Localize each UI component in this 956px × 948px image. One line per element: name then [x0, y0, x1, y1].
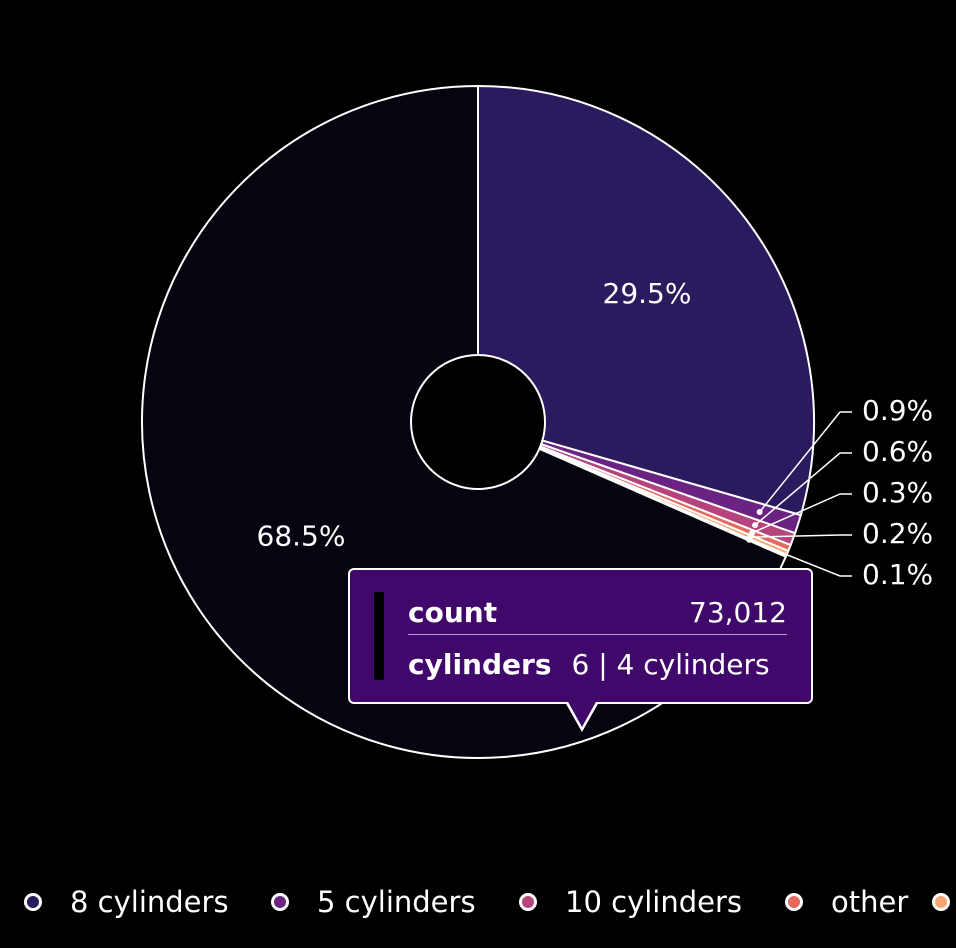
- leader-dot-5: [746, 536, 753, 543]
- slice-label-6: 68.5%: [257, 520, 346, 553]
- legend-label: other: [831, 885, 909, 919]
- legend-item-0[interactable]: 8 cylinders: [24, 878, 229, 926]
- legend-label: 10 cylinders: [565, 885, 743, 919]
- legend-swatch-icon: [24, 893, 42, 911]
- slice-label-4: 0.2%: [862, 517, 933, 550]
- leader-line-5: [748, 539, 852, 577]
- legend-swatch-icon: [271, 893, 289, 911]
- tooltip: count 73,012 cylinders 6 | 4 cylinders: [348, 568, 813, 704]
- donut-chart: 29.5% 68.5% 0.9% 0.6% 0.3% 0.2% 0.1%: [141, 84, 933, 759]
- tooltip-value-cylinders: 6 | 4 cylinders: [571, 647, 770, 681]
- leader-dot-2: [752, 522, 759, 529]
- leader-dot-1: [756, 508, 763, 515]
- legend: 8 cylinders 5 cylinders 10 cylinders other: [0, 878, 956, 926]
- tooltip-value-count: 73,012: [689, 595, 787, 629]
- tooltip-row-cylinders: cylinders 6 | 4 cylinders: [408, 642, 787, 686]
- tooltip-key-cylinders: cylinders: [408, 647, 552, 681]
- tooltip-color-bar: [374, 592, 384, 680]
- leader-line-3: [751, 493, 852, 534]
- tooltip-arrow-fill: [567, 700, 597, 727]
- legend-swatch-icon: [785, 893, 803, 911]
- legend-swatch-icon: [932, 893, 950, 911]
- slice-label-5: 0.1%: [862, 558, 933, 591]
- legend-swatch-icon: [519, 893, 537, 911]
- tooltip-row-count: count 73,012: [408, 590, 787, 635]
- legend-item-2[interactable]: 10 cylinders: [519, 878, 742, 926]
- tooltip-key-count: count: [408, 595, 498, 629]
- legend-label: 8 cylinders: [70, 885, 229, 919]
- legend-label: 5 cylinders: [317, 885, 476, 919]
- slice-label-2: 0.6%: [862, 435, 933, 468]
- slice-label-3: 0.3%: [862, 476, 933, 509]
- legend-item-1[interactable]: 5 cylinders: [271, 878, 476, 926]
- legend-item-4[interactable]: [932, 878, 950, 926]
- leader-line-1: [759, 411, 852, 513]
- leader-line-4: [750, 534, 852, 538]
- slice-label-0: 29.5%: [603, 277, 692, 310]
- slice-label-1: 0.9%: [862, 394, 933, 427]
- leader-line-2: [754, 452, 852, 526]
- legend-item-3[interactable]: other: [785, 878, 908, 926]
- pie-slice-0[interactable]: [477, 84, 815, 517]
